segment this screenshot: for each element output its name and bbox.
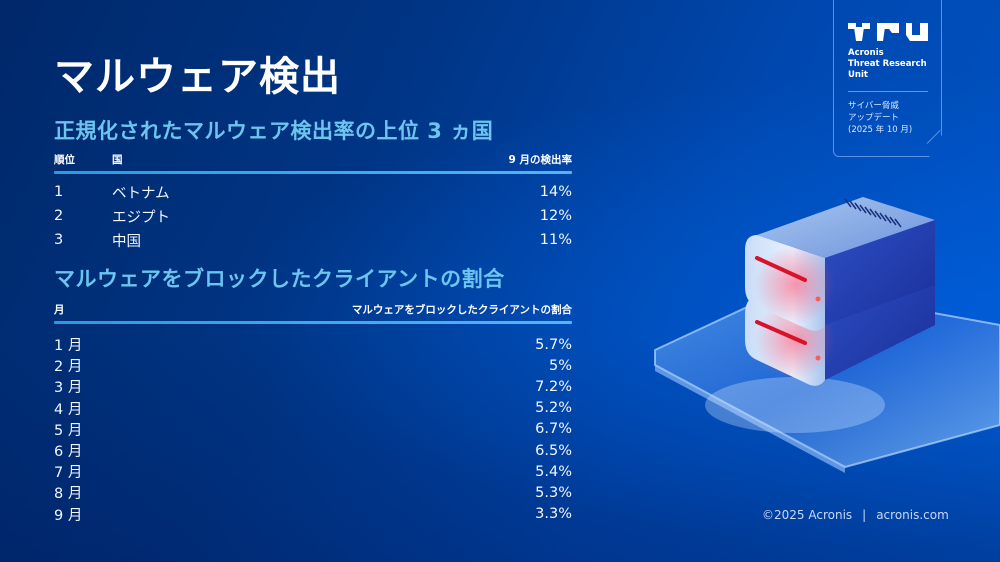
badge-subtitle: サイバー脅威 アップデート (2025 年 10 月): [848, 100, 912, 136]
column-header-country: 国: [112, 153, 123, 166]
header-divider: [54, 321, 572, 324]
top-countries-heading: 正規化されたマルウェア検出率の上位 3 ヵ国: [54, 119, 494, 143]
percentage-cell: 3.3%: [535, 506, 572, 523]
month-cell: 2 月: [54, 359, 83, 376]
percentage-cell: 5%: [548, 357, 572, 374]
table-header: 順位 国 9 月の検出率: [54, 150, 572, 168]
column-header-month: 月: [54, 303, 65, 316]
table-row: 9 月 3.3%: [54, 504, 572, 525]
table-row: 7 月 5.4%: [54, 461, 572, 482]
badge-sub-line: アップデート: [848, 113, 900, 123]
month-cell: 1 月: [54, 338, 83, 355]
table-row: 5 月 6.7%: [54, 419, 572, 440]
country-cell: 中国: [112, 233, 141, 250]
percentage-cell: 5.7%: [535, 336, 572, 353]
table-row: 1 ベトナム 14%: [54, 180, 572, 204]
country-cell: ベトナム: [112, 185, 170, 202]
blocked-clients-heading: マルウェアをブロックしたクライアントの割合: [54, 267, 505, 291]
server-stack-icon: [654, 197, 1000, 473]
month-cell: 5 月: [54, 422, 83, 439]
month-cell: 3 月: [54, 380, 83, 397]
footer-separator: |: [862, 508, 867, 522]
rank-cell: 1: [54, 184, 64, 200]
rank-cell: 3: [54, 232, 64, 248]
page-title: マルウェア検出: [54, 54, 341, 100]
badge-sub-line: (2025 年 10 月): [848, 125, 913, 135]
percentage-cell: 7.2%: [535, 378, 572, 395]
badge-org-line: Unit: [848, 70, 868, 80]
footer: ©2025 Acronis | acronis.com: [762, 508, 949, 522]
rate-cell: 11%: [539, 232, 572, 248]
badge-org-name: Acronis Threat Research Unit: [848, 48, 927, 81]
month-cell: 8 月: [54, 486, 83, 503]
percentage-cell: 5.2%: [535, 400, 572, 417]
table-row: 2 月 5%: [54, 355, 572, 376]
tru-logo-icon: [848, 23, 928, 41]
badge-org-line: Threat Research: [848, 59, 927, 69]
table-row: 4 月 5.2%: [54, 398, 572, 419]
percentage-cell: 5.3%: [535, 484, 572, 501]
percentage-cell: 6.5%: [535, 442, 572, 459]
table-row: 6 月 6.5%: [54, 440, 572, 461]
table-row: 1 月 5.7%: [54, 334, 572, 355]
month-cell: 4 月: [54, 401, 83, 418]
table-row: 8 月 5.3%: [54, 482, 572, 503]
badge-org-line: Acronis: [848, 48, 884, 58]
table-row: 2 エジプト 12%: [54, 204, 572, 228]
rate-cell: 14%: [539, 184, 572, 200]
tru-badge: [833, 0, 942, 157]
copyright-text: ©2025 Acronis: [762, 508, 853, 522]
blocked-clients-table: 月 マルウェアをブロックしたクライアントの割合 1 月 5.7% 2 月 5% …: [54, 300, 572, 525]
badge-sub-line: サイバー脅威: [848, 101, 899, 111]
month-cell: 6 月: [54, 444, 83, 461]
month-cell: 7 月: [54, 465, 83, 482]
column-header-rate: 9 月の検出率: [508, 153, 572, 166]
country-cell: エジプト: [112, 209, 170, 226]
badge-divider: [848, 91, 928, 92]
rank-cell: 2: [54, 208, 64, 224]
column-header-percentage: マルウェアをブロックしたクライアントの割合: [351, 303, 572, 316]
month-cell: 9 月: [54, 507, 83, 524]
top-countries-table: 順位 国 9 月の検出率 1 ベトナム 14% 2 エジプト 12% 3 中国 …: [54, 150, 572, 252]
table-header: 月 マルウェアをブロックしたクライアントの割合: [54, 300, 572, 318]
table-row: 3 中国 11%: [54, 228, 572, 252]
header-divider: [54, 171, 572, 174]
table-row: 3 月 7.2%: [54, 376, 572, 397]
percentage-cell: 6.7%: [535, 421, 572, 438]
website-link[interactable]: acronis.com: [876, 508, 949, 522]
column-header-rank: 順位: [54, 153, 75, 166]
percentage-cell: 5.4%: [535, 463, 572, 480]
rate-cell: 12%: [539, 208, 572, 224]
